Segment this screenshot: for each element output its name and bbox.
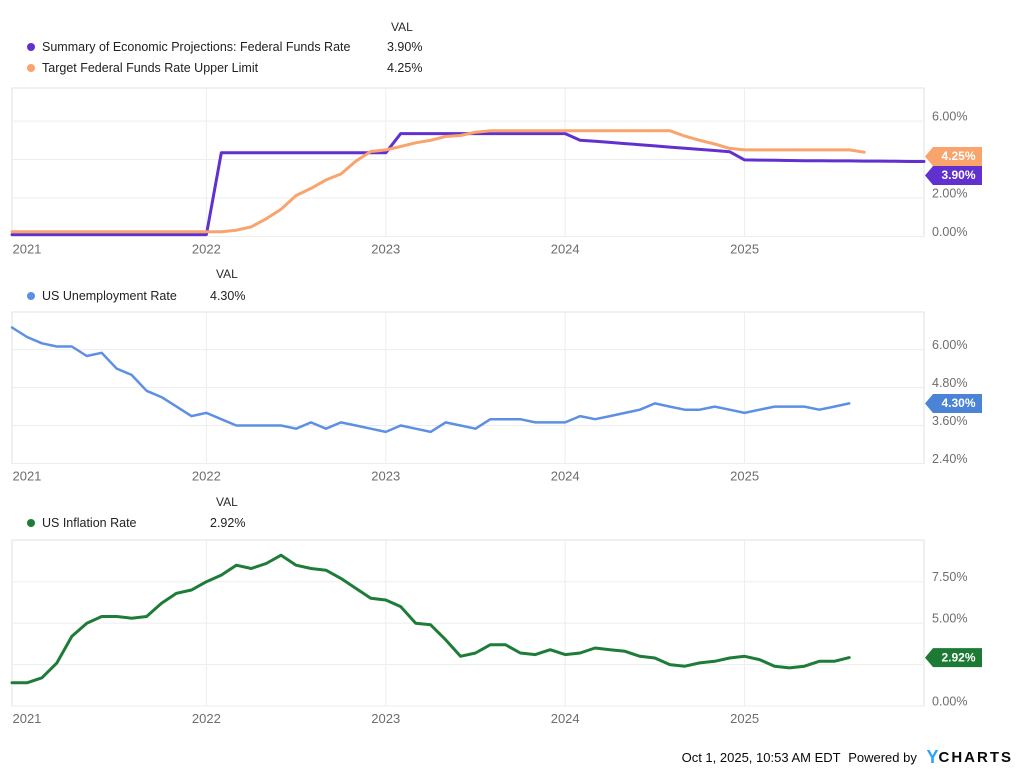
val-column-header: VAL [216, 495, 238, 509]
val-column-header: VAL [216, 267, 238, 281]
inflation-value-badge [925, 648, 982, 668]
fed-funds-value-badge-label: 3.90% [941, 168, 975, 182]
unemployment-x-tick-label: 2025 [730, 469, 759, 484]
unemployment-x-tick-label: 2024 [551, 469, 580, 484]
legend-label: Summary of Economic Projections: Federal… [42, 40, 351, 54]
fed-funds-x-tick-label: 2021 [12, 242, 41, 257]
unemployment-chart: 2021 2022 2023 2024 2025 6.00% 4.80% 3.60% 2.40%… [10, 311, 982, 484]
fed-funds-value-badge [925, 147, 982, 166]
ycharts-logo[interactable]: YCHARTS [926, 747, 1013, 767]
legend-value: 3.90% [387, 40, 423, 54]
fed-funds-plot-border [11, 87, 925, 237]
unemployment-x-tick-label: 2023 [371, 469, 400, 484]
legend-value: 2.92% [210, 516, 246, 530]
legend-value: 4.25% [387, 61, 423, 75]
inflation-value-badge-label: 2.92% [941, 650, 975, 664]
inflation-series-line-0[interactable] [10, 553, 851, 685]
unemployment-value-badge-label: 4.30% [941, 396, 975, 410]
fed-funds-y-tick-label: 2.00% [932, 186, 967, 200]
inflation-y-tick-label: 0.00% [932, 694, 967, 708]
inflation-y-tick-label: 7.50% [932, 570, 967, 584]
ycharts-logo-text: CHARTS [938, 749, 1013, 766]
fed-funds-x-tick-label: 2023 [371, 242, 400, 257]
footer: Oct 1, 2025, 10:53 AM EDT Powered by YCH… [682, 744, 1013, 770]
inflation-x-tick-label: 2023 [371, 711, 400, 726]
fed-funds-y-tick-label: 0.00% [932, 225, 967, 239]
fed-funds-x-tick-label: 2022 [192, 242, 221, 257]
inflation-x-tick-label: 2021 [12, 711, 41, 726]
fed-funds-series-line-1[interactable] [10, 129, 866, 234]
inflation-y-tick-label: 5.00% [932, 611, 967, 625]
unemployment-value-badge [925, 394, 982, 413]
val-column-header: VAL [391, 20, 413, 34]
unemployment-y-tick-label: 2.40% [932, 452, 967, 466]
fed-funds-x-tick-label: 2025 [730, 242, 759, 257]
footer-timestamp: Oct 1, 2025, 10:53 AM EDT [681, 750, 841, 765]
inflation-x-tick-label: 2022 [192, 711, 221, 726]
inflation-x-tick-label: 2025 [730, 711, 759, 726]
fed-funds-value-badge [925, 166, 982, 185]
unemployment-x-tick-label: 2022 [192, 469, 221, 484]
legend-dot-green [27, 519, 35, 527]
unemployment-series-line-0[interactable] [10, 326, 851, 434]
legend-dot-purple [27, 43, 35, 51]
unemployment-x-tick-label: 2021 [12, 469, 41, 484]
legend-label: Target Federal Funds Rate Upper Limit [42, 61, 259, 75]
unemployment-y-tick-label: 6.00% [932, 338, 967, 352]
fed-funds-chart: 2021 2022 2023 2024 2025 6.00% 2.00% 0.00% 4.25%… [10, 87, 982, 257]
fed-funds-x-tick-label: 2024 [551, 242, 580, 257]
inflation-x-tick-label: 2024 [551, 711, 580, 726]
unemployment-y-tick-label: 3.60% [932, 414, 967, 428]
legend-label: US Inflation Rate [42, 516, 137, 530]
legend-label: US Unemployment Rate [42, 289, 177, 303]
unemployment-y-tick-label: 4.80% [932, 376, 967, 390]
legend-value: 4.30% [210, 289, 246, 303]
legend-dot-blue [27, 292, 35, 300]
fed-funds-y-tick-label: 6.00% [932, 109, 967, 123]
footer-powered-by: Powered by [848, 750, 917, 765]
inflation-chart: 2021 2022 2023 2024 2025 7.50% 5.00% 0.00% 2.92% [10, 539, 982, 726]
legend-dot-orange [27, 64, 35, 72]
ycharts-logo-y: Y [926, 747, 939, 767]
fed-funds-value-badge-label: 4.25% [941, 149, 975, 163]
